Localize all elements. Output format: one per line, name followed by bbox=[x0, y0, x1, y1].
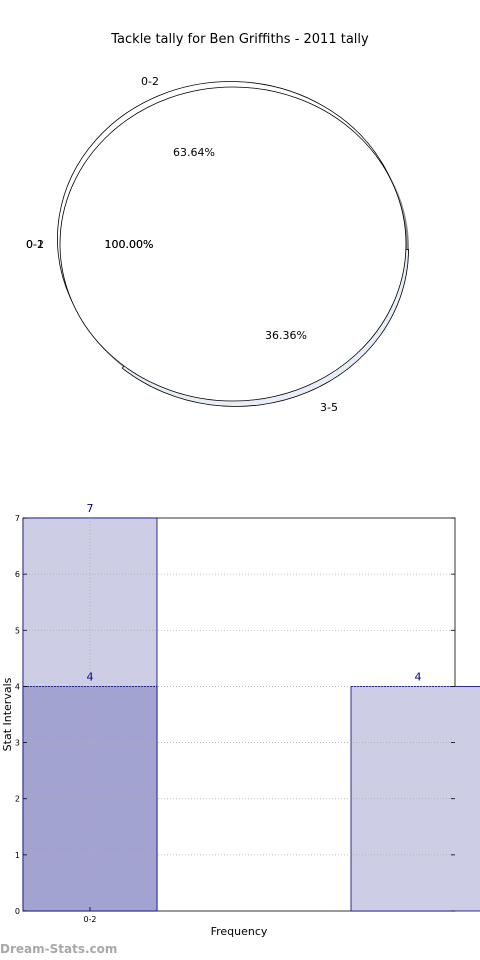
watermark: Dream-Stats.com bbox=[0, 942, 118, 956]
x-tick-label: 0-2 bbox=[83, 915, 96, 924]
pie-percent-0-2: 63.64% bbox=[173, 146, 215, 159]
y-tick-label: 3 bbox=[15, 739, 20, 748]
bar-2 bbox=[350, 686, 480, 912]
pie-label-inner-0-1: 0-1 bbox=[26, 238, 44, 251]
x-axis-label: Frequency bbox=[211, 925, 268, 938]
bar-value-label-2: 4 bbox=[415, 670, 422, 683]
pie-label-3-5: 3-5 bbox=[320, 401, 338, 414]
y-tick-label: 0 bbox=[15, 907, 20, 916]
y-axis-label: Stat Intervals bbox=[1, 677, 14, 751]
pie-label-0-2: 0-2 bbox=[141, 75, 159, 88]
y-tick-label: 6 bbox=[15, 570, 20, 579]
y-tick-label: 5 bbox=[15, 626, 20, 635]
pie-percent-inner-0-1: 100.00% bbox=[105, 238, 154, 251]
bar-value-label-0: 7 bbox=[87, 502, 94, 515]
pie-chart-title: Tackle tally for Ben Griffiths - 2011 ta… bbox=[110, 32, 369, 47]
pie-label-inner-0-2: 0-2 bbox=[26, 238, 44, 251]
pie-percent-3-5: 36.36% bbox=[265, 329, 307, 342]
bar-chart: 7 4 4 0 1 2 3 4 5 6 7 0-2 Frequency Stat Intervals bbox=[1, 502, 480, 938]
bar-value-label-1: 4 bbox=[87, 670, 94, 683]
pie-slice-inner-0-2 bbox=[59, 86, 407, 402]
y-tick-label: 2 bbox=[15, 795, 20, 804]
y-tick-label: 1 bbox=[15, 851, 20, 860]
pie-chart: 0-263.64%3-536.36%0-2 100.00%0-1 100.00% bbox=[26, 75, 409, 414]
pie-percent-inner-0-2: 100.00% bbox=[105, 238, 154, 251]
y-tick-label: 7 bbox=[15, 514, 20, 523]
y-tick-label: 4 bbox=[15, 682, 20, 691]
